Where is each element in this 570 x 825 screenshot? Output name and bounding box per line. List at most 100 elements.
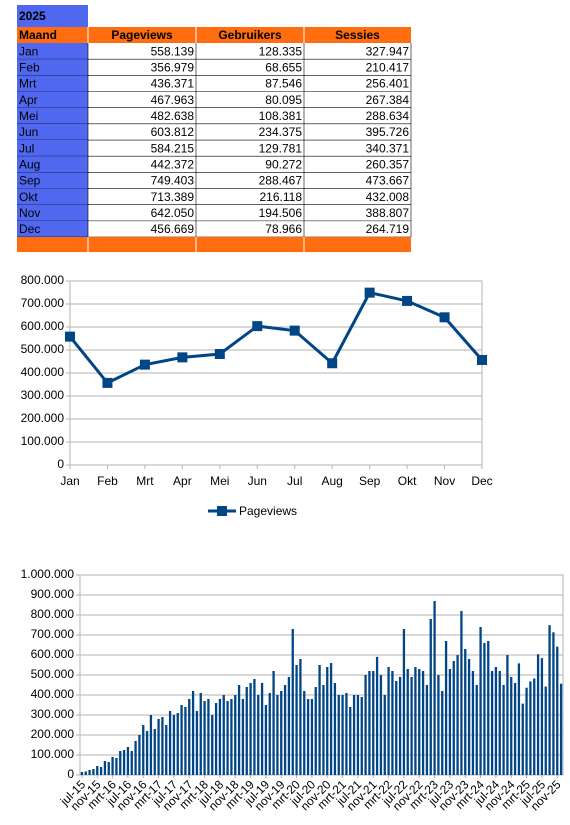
bar: [96, 766, 99, 775]
y-tick-label: 300.000: [31, 707, 75, 721]
table-cell: 288.634: [366, 109, 410, 123]
bar: [199, 693, 202, 775]
bar: [115, 758, 118, 775]
bar: [157, 719, 160, 775]
month-cell: [17, 172, 88, 189]
bar: [395, 681, 398, 775]
bar: [241, 699, 245, 775]
y-tick-label: 300.000: [21, 388, 65, 402]
bar: [345, 693, 348, 775]
bar: [145, 731, 149, 775]
table-cell: 642.050: [151, 206, 195, 220]
table-cell: 80.095: [265, 93, 302, 107]
bar: [234, 695, 237, 775]
month-cell: [17, 59, 88, 76]
bar: [349, 707, 352, 775]
header-cell: Sessies: [335, 28, 380, 42]
month-label: Apr: [19, 93, 38, 107]
point-marker: [289, 325, 300, 336]
bar: [176, 713, 179, 775]
table-cell: 87.546: [265, 77, 302, 91]
table-cell: 456.669: [151, 222, 195, 236]
bar: [483, 643, 486, 775]
table-cell: 234.375: [259, 125, 303, 139]
bar: [276, 695, 279, 775]
month-label: Dec: [19, 222, 40, 236]
table-cell: 260.357: [366, 157, 410, 171]
bar: [421, 671, 425, 775]
point-marker: [177, 352, 188, 363]
bar: [490, 671, 494, 775]
bar: [379, 675, 383, 775]
table-cell: 128.335: [259, 44, 303, 58]
bar: [126, 747, 130, 775]
bar: [525, 687, 528, 775]
table-cell: 584.215: [151, 141, 195, 155]
y-tick-label: 100.000: [31, 747, 75, 761]
bar: [222, 695, 225, 775]
header-cell: Gebruikers: [218, 28, 282, 42]
month-cell: [17, 123, 88, 141]
header-row: [17, 27, 411, 43]
line-series: [68, 290, 484, 385]
bar: [456, 655, 459, 775]
bar: [506, 655, 509, 775]
y-tick-label: 100.000: [21, 434, 65, 448]
month-cell: [17, 107, 88, 124]
month-label: Mrt: [19, 77, 37, 91]
bar: [88, 770, 91, 775]
point-marker: [327, 358, 338, 369]
bar: [452, 661, 455, 775]
bar: [287, 677, 291, 775]
y-tick-label: 600.000: [31, 647, 75, 661]
point-marker: [402, 295, 413, 306]
point-marker: [102, 377, 113, 388]
bar: [337, 695, 340, 775]
bar: [433, 601, 436, 775]
x-tick-label: Apr: [173, 474, 192, 488]
bar: [441, 691, 444, 775]
bar: [479, 627, 482, 775]
month-label: Jun: [19, 125, 38, 139]
bar: [138, 735, 141, 775]
bar: [391, 671, 394, 775]
month-label: Okt: [19, 190, 38, 204]
table-cell: 90.272: [265, 157, 302, 171]
bar: [149, 715, 153, 775]
month-cell: [17, 75, 88, 92]
month-cell: [17, 156, 88, 173]
table-cell: 436.371: [151, 77, 195, 91]
bar: [559, 683, 563, 775]
bar: [260, 683, 264, 775]
bar: [283, 685, 287, 775]
bar: [268, 693, 271, 775]
month-label: Nov: [19, 206, 40, 220]
bar: [264, 705, 268, 775]
bar: [510, 677, 513, 775]
bar: [556, 646, 559, 775]
bar: [203, 701, 206, 775]
legend-label: Pageviews: [239, 504, 297, 518]
bar: [425, 685, 429, 775]
bar: [487, 641, 490, 775]
bar: [291, 629, 294, 775]
y-tick-label: 600.000: [21, 319, 65, 333]
footer-row: [17, 237, 411, 253]
table-cell: 473.667: [366, 174, 410, 188]
month-label: Jul: [19, 141, 34, 155]
point-marker: [214, 348, 225, 359]
bar: [429, 619, 432, 775]
bar: [272, 671, 275, 775]
bar: [536, 654, 540, 775]
bar: [253, 679, 256, 775]
header-cell: Maand: [19, 28, 57, 42]
table-cell: 210.417: [366, 60, 410, 74]
bar: [364, 675, 367, 775]
bar: [107, 762, 110, 775]
point-marker: [364, 287, 375, 298]
table-cell: 288.467: [259, 174, 303, 188]
bar: [329, 663, 333, 775]
month-label: Sep: [19, 174, 41, 188]
bar: [322, 685, 325, 775]
bar: [398, 677, 402, 775]
